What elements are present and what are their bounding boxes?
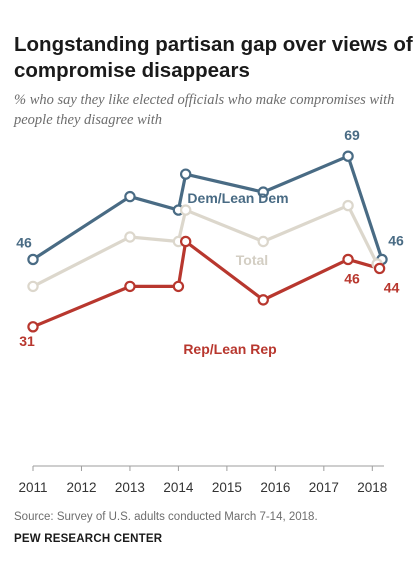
data-point-marker bbox=[124, 280, 136, 293]
data-value-label: 31 bbox=[19, 333, 35, 349]
data-point-marker bbox=[27, 253, 39, 266]
chart-title: Longstanding partisan gap over views of … bbox=[14, 33, 413, 82]
data-point-marker bbox=[27, 321, 39, 333]
data-point-marker bbox=[342, 150, 354, 162]
series-line bbox=[32, 239, 381, 329]
data-value-label: 46 bbox=[344, 270, 360, 286]
x-tick-label: 2017 bbox=[309, 480, 339, 495]
data-point-marker bbox=[179, 204, 192, 216]
brand-footer: PEW RESEARCH CENTER bbox=[14, 533, 163, 545]
x-tick-label: 2012 bbox=[66, 480, 96, 495]
x-tick-label: 2018 bbox=[357, 480, 387, 495]
x-axis: 2011 2012 2013 2014 2015 2016 2017 2018 bbox=[18, 465, 387, 495]
chart-labels: 46 69 46 31 46 44 Dem/Lean Dem Total Rep/Lean Re… bbox=[16, 127, 404, 357]
x-tick-label: 2015 bbox=[212, 480, 242, 495]
series-name-label: Rep/Lean Rep bbox=[183, 341, 276, 357]
source-text: Survey of U.S. adults conducted March 7-… bbox=[56, 511, 318, 523]
data-point-marker bbox=[373, 262, 386, 275]
data-point-marker bbox=[124, 190, 136, 203]
data-point-marker bbox=[124, 231, 136, 243]
chart-subtitle: % who say they like elected officials wh… bbox=[14, 92, 395, 128]
series-line bbox=[32, 154, 384, 261]
x-tick-label: 2016 bbox=[260, 480, 290, 495]
data-point-marker bbox=[257, 294, 269, 306]
data-value-label: 44 bbox=[384, 279, 400, 295]
series-line bbox=[32, 203, 379, 288]
x-tick-label: 2011 bbox=[18, 480, 47, 495]
data-point-marker bbox=[27, 280, 39, 293]
x-tick-label: 2013 bbox=[115, 480, 145, 495]
series-name-label: Total bbox=[236, 252, 268, 268]
data-value-label: 46 bbox=[16, 234, 32, 250]
series-lines bbox=[32, 154, 384, 329]
data-point-marker bbox=[257, 186, 269, 198]
data-value-label: 46 bbox=[388, 232, 404, 248]
data-value-label: 69 bbox=[344, 127, 360, 143]
series-name-label: Dem/Lean Dem bbox=[187, 190, 288, 206]
source-note: Source: Survey of U.S. adults conducted … bbox=[14, 511, 318, 523]
data-point-marker bbox=[179, 168, 192, 180]
series-markers bbox=[27, 150, 388, 333]
data-point-marker bbox=[172, 280, 185, 293]
data-point-marker bbox=[257, 235, 269, 248]
data-point-marker bbox=[179, 235, 192, 248]
data-point-marker bbox=[342, 253, 354, 266]
x-tick-label: 2014 bbox=[163, 480, 194, 495]
data-point-marker bbox=[342, 199, 354, 212]
